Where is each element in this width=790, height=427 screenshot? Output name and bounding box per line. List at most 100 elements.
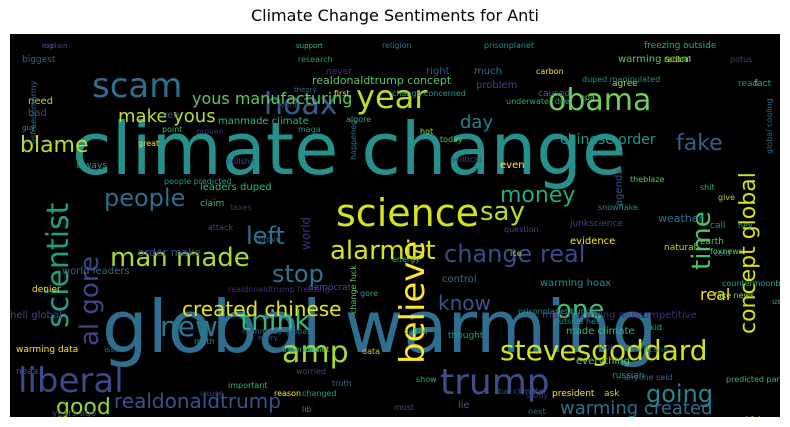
wordcloud-small-word: prisonplanet xyxy=(484,41,534,50)
wordcloud-small-word: gore xyxy=(360,289,378,298)
wordcloud-word: real xyxy=(700,285,730,304)
wordcloud-small-word: bad xyxy=(28,108,47,119)
wordcloud-word: realdonaldtrump xyxy=(114,389,281,413)
wordcloud-small-word: biggest xyxy=(22,55,56,65)
wordcloud-small-word: concerned fake xyxy=(706,415,768,417)
wordcloud-small-word: junkscience xyxy=(569,219,623,229)
wordcloud-small-word: us xyxy=(772,297,780,306)
wordcloud-small-word: much xyxy=(474,66,502,77)
wordcloud-small-word: freezing outside xyxy=(644,41,717,51)
wordcloud-small-word: ask xyxy=(604,389,620,399)
wordcloud-small-word: democrat xyxy=(308,283,352,293)
wordcloud-small-word: people predicted xyxy=(164,177,232,186)
wordcloud-small-word: prisonplanet bunch xyxy=(518,307,595,316)
wordcloud-small-word: order make xyxy=(138,246,201,259)
wordcloud-small-word: everything xyxy=(576,356,630,367)
wordcloud-word: time xyxy=(687,211,717,270)
wordcloud-small-word: countermoonbat xyxy=(722,279,780,288)
wordcloud-word: man made xyxy=(110,243,250,273)
wordcloud-small-word: support xyxy=(296,42,323,50)
wordcloud-word: one xyxy=(556,295,604,325)
wordcloud-small-word: cold xyxy=(714,249,731,258)
wordcloud-small-word: maga xyxy=(298,125,321,134)
wordcloud-small-word: realdonaldtrump freezing xyxy=(228,285,330,294)
wordcloud-word: trump xyxy=(440,362,550,403)
wordcloud-small-word: underwater due xyxy=(506,97,570,106)
wordcloud-word: global warming xyxy=(102,285,657,369)
wordcloud-word: yous manufacturing xyxy=(192,89,352,108)
wordcloud-word: stevesgoddard xyxy=(500,334,708,367)
wordcloud-small-word: foxnews xyxy=(710,247,743,256)
wordcloud-small-word: shit xyxy=(700,183,715,192)
wordcloud-small-word: carbon xyxy=(536,67,564,76)
wordcloud-word: amp xyxy=(282,335,349,370)
wordcloud-small-word: anyone said xyxy=(624,373,673,382)
wordcloud-small-word: attack xyxy=(208,223,233,232)
wordcloud-small-word: caused xyxy=(538,89,570,99)
wordcloud-small-word: agenda xyxy=(614,169,625,206)
wordcloud-word: people xyxy=(104,184,185,212)
wordcloud-small-word: show xyxy=(416,375,437,384)
wordcloud-small-word: thought xyxy=(448,331,484,341)
wordcloud-small-word: guy xyxy=(22,124,35,132)
wordcloud-small-word: manmade global xyxy=(242,327,309,336)
wordcloud-small-word: evidence xyxy=(570,236,615,247)
wordcloud-small-word: energy xyxy=(392,255,420,264)
wordcloud-small-word: planet xyxy=(304,345,329,354)
wordcloud-small-word: problem xyxy=(476,80,517,91)
wordcloud-small-word: top xyxy=(42,42,54,50)
wordcloud-small-word: agree xyxy=(612,79,638,89)
wordcloud-small-word: realdonaldtrump concept xyxy=(312,74,452,87)
wordcloud-small-word: radical xyxy=(664,55,691,64)
wordcloud-word: obama xyxy=(548,83,651,118)
wordcloud-small-word: issue xyxy=(104,345,125,354)
wordcloud-small-word: change fuck xyxy=(349,265,358,314)
wordcloud-small-word: never xyxy=(326,67,352,77)
wordcloud-word: change real xyxy=(444,240,585,268)
wordcloud-small-word: made climate xyxy=(566,326,635,337)
wordcloud-small-word: theory xyxy=(294,86,317,94)
wordcloud-word: science xyxy=(336,191,479,235)
wordcloud-small-word: question xyxy=(504,225,539,234)
wordcloud-word: know xyxy=(438,291,491,315)
wordcloud-small-word: snowflake xyxy=(598,203,638,212)
wordcloud-word: believe xyxy=(393,241,433,364)
wordcloud-small-word: called xyxy=(404,327,428,336)
wordcloud-small-word: manufacturing noncompetitive xyxy=(542,310,697,321)
wordcloud-small-word: russian xyxy=(612,371,645,381)
wordcloud-small-word: point xyxy=(162,125,182,134)
wordcloud-small-word: next xyxy=(528,407,546,416)
wordcloud-small-word: hot xyxy=(420,127,433,136)
wordcloud-small-word: outside hell xyxy=(554,317,600,326)
wordcloud-small-word: fact xyxy=(754,79,772,89)
wordcloud-small-word: even xyxy=(500,160,525,171)
wordcloud-small-word: read xyxy=(738,79,758,89)
wordcloud-small-word: prove xyxy=(258,235,281,244)
wordcloud-small-word: manmade climate xyxy=(218,116,309,127)
wordcloud-small-word: truth xyxy=(332,379,352,388)
wordcloud-word: year xyxy=(356,78,428,116)
wordcloud-small-word: weather xyxy=(658,212,704,225)
wordcloud-small-word: great xyxy=(138,139,159,148)
wordcloud-small-word: earth xyxy=(700,237,724,247)
wordcloud-small-word: due climate xyxy=(496,387,543,396)
wordcloud-word: good xyxy=(56,395,111,417)
wordcloud-word: concept global xyxy=(736,172,761,334)
wordcloud-small-word: duped manipulated xyxy=(582,75,660,84)
wordcloud-small-word: predicted parts xyxy=(726,375,780,384)
wordcloud-small-word: right xyxy=(426,66,450,77)
wordcloud-small-word: proven xyxy=(196,127,224,136)
wordcloud-small-word: fake news xyxy=(714,291,754,300)
wordcloud-small-word: changed xyxy=(302,389,337,398)
wordcloud-small-word: global cooling xyxy=(765,98,774,154)
wordcloud-word: hoax xyxy=(264,87,338,122)
wordcloud-word: chinese order xyxy=(560,132,656,148)
wordcloud-word: new xyxy=(160,310,218,343)
wordcloud-small-word: need xyxy=(28,96,53,107)
wordcloud-small-word: hell global xyxy=(10,310,62,321)
wordcloud-small-word: first xyxy=(334,89,350,98)
wordcloud-small-word: warming scam xyxy=(618,54,691,65)
wordcloud-small-word: world xyxy=(299,217,313,250)
wordcloud-small-word: want xyxy=(278,101,298,110)
wordcloud-small-word: kid xyxy=(650,323,662,332)
